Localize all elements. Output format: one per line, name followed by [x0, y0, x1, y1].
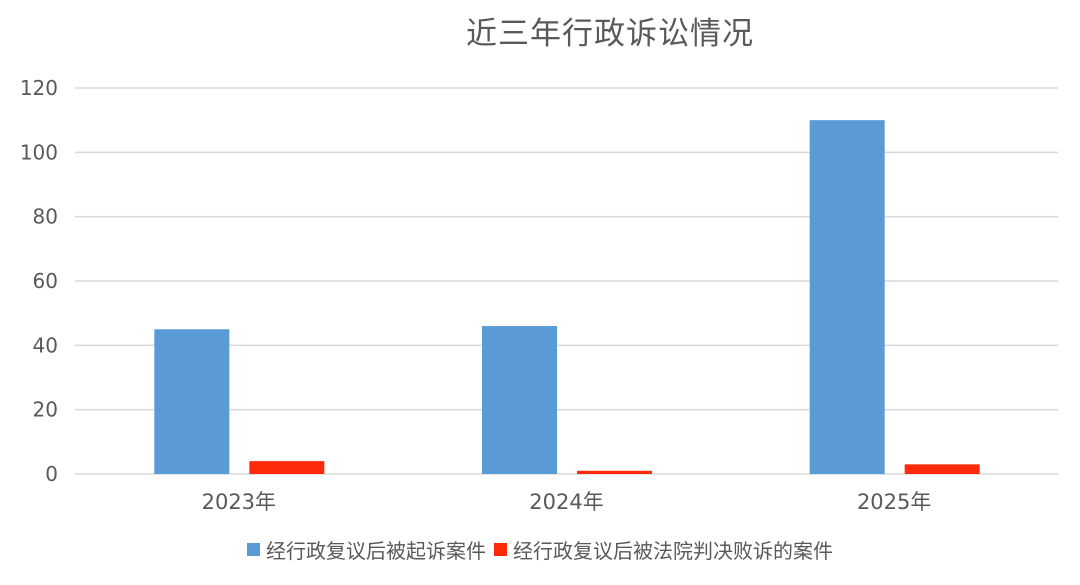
y-tick-label: 40 — [33, 333, 58, 357]
legend-label-series-2: 经行政复议后被法院判决败诉的案件 — [513, 539, 833, 563]
legend-item-series-1: 经行政复议后被起诉案件 — [247, 535, 486, 564]
bar-chart: 0 20 40 60 80 100 120 2023年 2024年 2025年 — [20, 76, 1058, 514]
legend-item-series-2: 经行政复议后被法院判决败诉的案件 — [494, 535, 833, 564]
legend-swatch-series-1 — [247, 543, 260, 556]
legend-label-series-1: 经行政复议后被起诉案件 — [266, 539, 486, 563]
bar-1-2025年 — [809, 120, 885, 475]
x-category-label: 2024年 — [529, 490, 603, 514]
y-tick-label: 60 — [33, 269, 58, 293]
bar-2-2024年 — [577, 470, 652, 474]
y-tick-label: 0 — [45, 462, 58, 486]
bar-2-2025年 — [904, 464, 980, 474]
y-tick-label: 120 — [20, 76, 58, 100]
bar-2-2023年 — [249, 461, 325, 474]
chart-title: 近三年行政诉讼情况 — [466, 16, 754, 52]
y-tick-label: 100 — [20, 140, 58, 164]
chart-legend: 经行政复议后被起诉案件 经行政复议后被法院判决败诉的案件 — [0, 535, 1080, 564]
y-tick-label: 80 — [33, 205, 58, 229]
bar-1-2023年 — [154, 329, 230, 474]
y-tick-label: 20 — [33, 398, 58, 422]
x-category-label: 2023年 — [202, 490, 276, 514]
bar-1-2024年 — [482, 326, 557, 474]
x-category-label: 2025年 — [857, 490, 931, 514]
legend-swatch-series-2 — [494, 543, 507, 556]
